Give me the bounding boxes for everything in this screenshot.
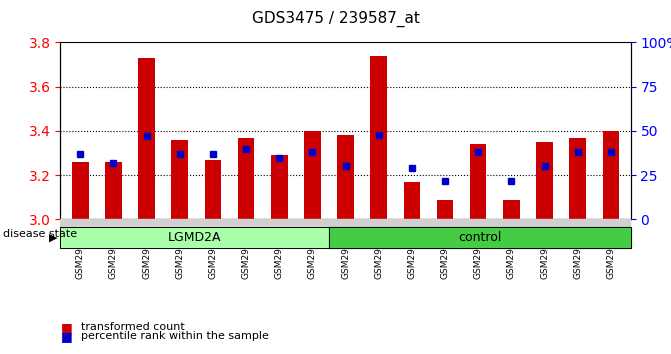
Bar [470, 144, 486, 219]
Text: transformed count: transformed count [81, 322, 185, 332]
Text: GDS3475 / 239587_at: GDS3475 / 239587_at [252, 11, 419, 27]
Bar [437, 200, 454, 219]
Bar [403, 182, 420, 219]
Text: disease state: disease state [3, 229, 77, 239]
Bar [205, 160, 221, 219]
Bar [304, 131, 321, 219]
Bar [603, 131, 619, 219]
Text: ■: ■ [60, 321, 72, 334]
Bar [338, 136, 354, 219]
Bar [503, 200, 519, 219]
Text: ■: ■ [60, 330, 72, 343]
Bar [536, 142, 553, 219]
Text: control: control [458, 231, 501, 244]
Text: LGMD2A: LGMD2A [168, 231, 221, 244]
Bar [138, 58, 155, 219]
Bar [172, 140, 188, 219]
Bar [238, 138, 254, 219]
Bar [370, 56, 387, 219]
Bar [570, 138, 586, 219]
Bar [105, 162, 121, 219]
Text: ▶: ▶ [48, 232, 57, 242]
Text: percentile rank within the sample: percentile rank within the sample [81, 331, 268, 341]
Bar [72, 162, 89, 219]
Bar [271, 155, 288, 219]
